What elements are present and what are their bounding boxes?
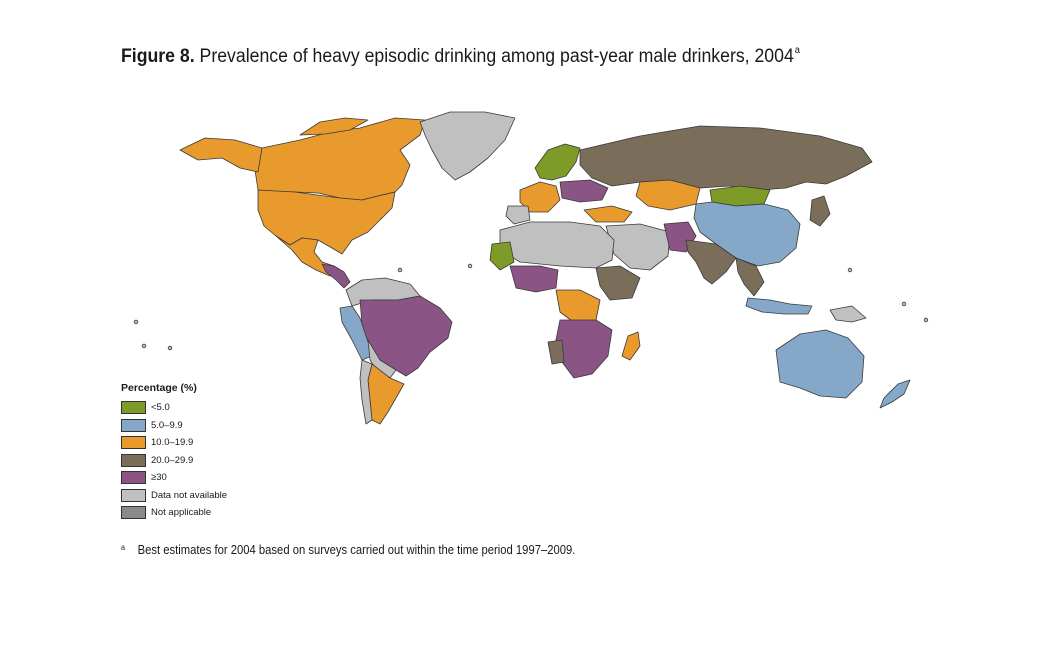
island-marker: [141, 343, 147, 349]
region-western-europe: [519, 181, 561, 213]
title-footnote-mark: a: [794, 45, 800, 56]
legend-swatch: [121, 506, 146, 520]
region-west-africa: [509, 265, 559, 293]
region-east-africa: [595, 265, 641, 301]
legend-item: ≥30: [121, 469, 227, 487]
region-mauritania: [489, 241, 515, 271]
footnote-mark: a: [121, 543, 126, 552]
legend-item: 20.0–29.9: [121, 452, 227, 470]
region-australia: [775, 329, 865, 399]
legend-title: Percentage (%): [121, 382, 197, 394]
legend-item: Not applicable: [121, 504, 227, 522]
region-central-africa: [555, 289, 601, 325]
region-north-africa: [499, 221, 615, 269]
legend-label: 5.0–9.9: [151, 419, 183, 431]
legend-label: ≥30: [151, 472, 167, 484]
legend-item: 10.0–19.9: [121, 434, 227, 452]
legend-label: 10.0–19.9: [151, 437, 194, 449]
region-middle-east: [605, 223, 671, 271]
region-iberia: [505, 205, 531, 225]
region-united-states: [257, 189, 396, 255]
island-marker: [167, 345, 173, 351]
region-russia: [579, 125, 873, 191]
map-legend: Percentage (%) <5.0 5.0–9.9 10.0–19.9 20…: [121, 382, 227, 522]
legend-label: Not applicable: [151, 507, 212, 519]
figure-title-text: Prevalence of heavy episodic drinking am…: [199, 46, 794, 67]
legend-item: 5.0–9.9: [121, 417, 227, 435]
figure-label: Figure 8.: [121, 46, 195, 67]
footnote: a Best estimates for 2004 based on survey…: [121, 543, 575, 557]
legend-label: Data not available: [151, 489, 228, 501]
region-eastern-europe: [559, 179, 609, 203]
legend-swatch: [121, 471, 146, 485]
island-marker: [133, 319, 139, 325]
legend-swatch: [121, 453, 146, 467]
legend-swatch: [121, 436, 146, 450]
island-marker: [397, 267, 403, 273]
region-turkey: [583, 205, 633, 223]
legend-swatch: [121, 488, 146, 502]
region-greenland: [419, 111, 516, 181]
region-china: [693, 201, 801, 267]
footnote-text: Best estimates for 2004 based on surveys…: [137, 543, 576, 557]
region-kazakhstan: [635, 179, 701, 211]
region-indonesia: [745, 297, 813, 315]
region-central-america: [321, 263, 351, 289]
region-papua: [829, 305, 867, 323]
island-marker: [923, 317, 929, 323]
region-chile: [359, 359, 373, 425]
island-marker: [467, 263, 473, 269]
island-marker: [901, 301, 907, 307]
region-new-zealand: [879, 379, 911, 409]
region-southern-africa: [555, 319, 613, 379]
legend-swatch: [121, 401, 146, 415]
region-japan: [809, 195, 831, 227]
legend-label: 20.0–29.9: [151, 454, 194, 466]
region-namibia: [547, 339, 565, 365]
legend-item: <5.0: [121, 399, 227, 417]
legend-swatch: [121, 418, 146, 432]
region-madagascar: [621, 331, 641, 361]
legend-item: Data not available: [121, 487, 227, 505]
island-marker: [847, 267, 853, 273]
region-india: [685, 239, 737, 285]
figure-title: Figure 8. Prevalence of heavy episodic d…: [121, 45, 800, 68]
region-canada-islands: [299, 117, 369, 136]
region-southeast-asia: [735, 257, 765, 297]
region-scandinavia: [534, 143, 581, 181]
region-alaska: [179, 137, 263, 173]
legend-label: <5.0: [151, 402, 170, 414]
